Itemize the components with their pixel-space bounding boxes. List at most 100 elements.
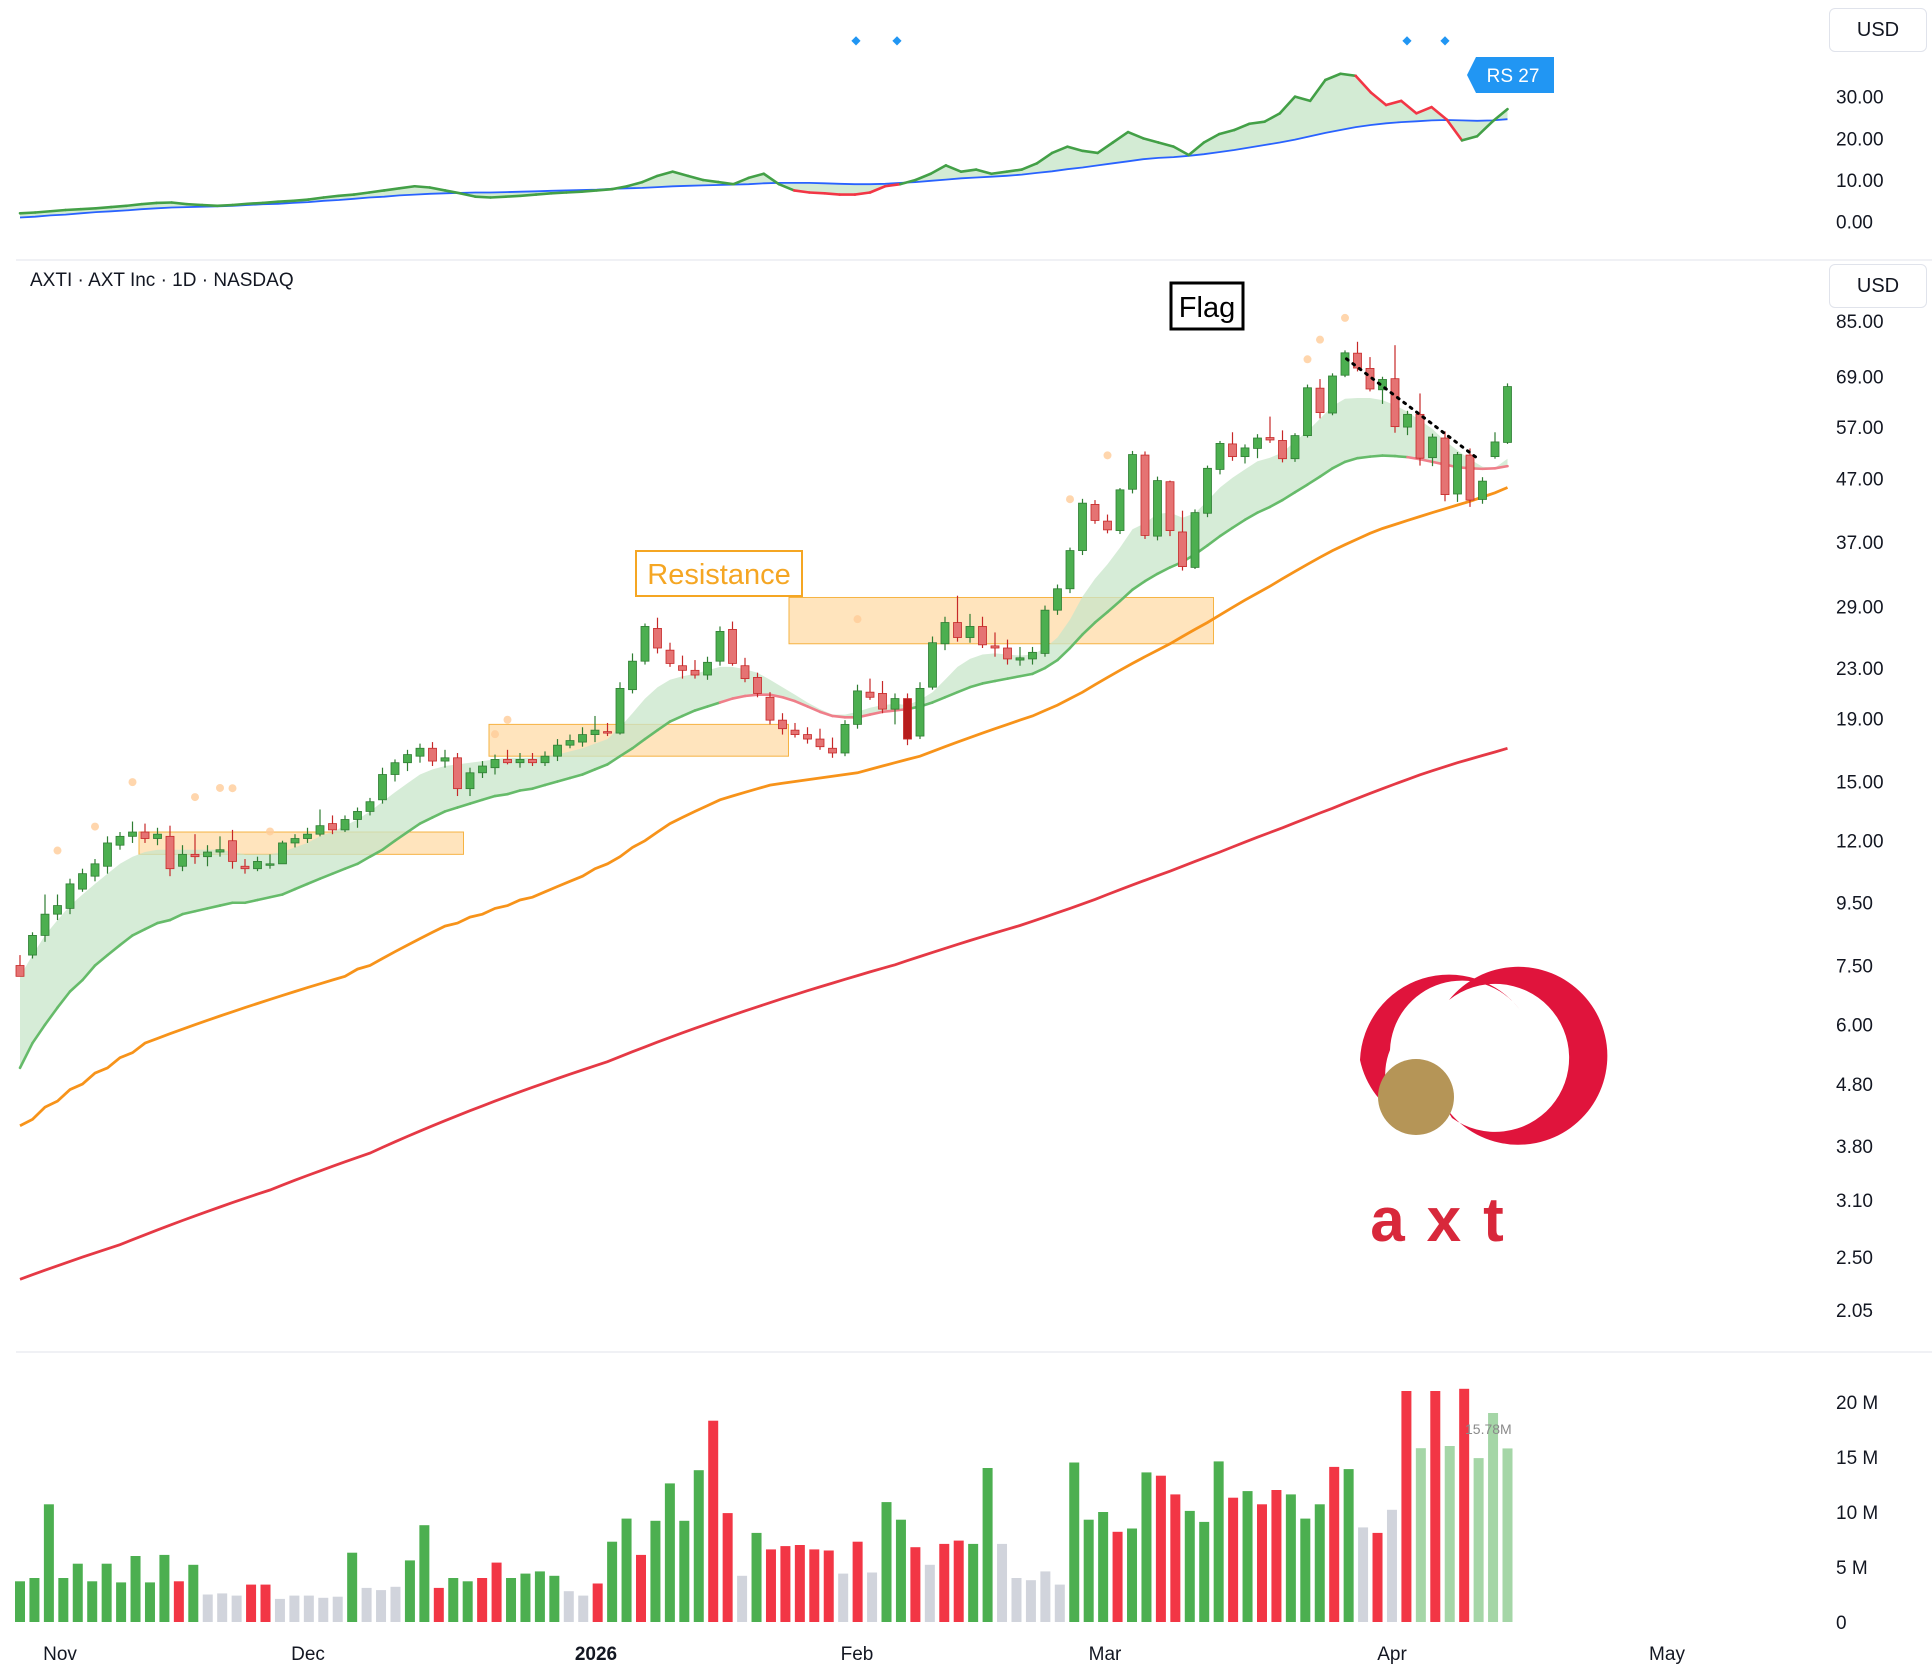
logo-dot — [1378, 1059, 1454, 1135]
resistance-annotation[interactable]: Resistance — [636, 551, 802, 596]
volume-bar — [419, 1525, 429, 1622]
pivot-dot — [91, 823, 99, 831]
candle-body — [1291, 436, 1299, 459]
volume-bar — [665, 1483, 675, 1622]
candle-body — [91, 864, 99, 876]
candle-body — [1441, 438, 1449, 495]
candle-body — [579, 735, 587, 743]
candle-body — [141, 832, 149, 839]
candle-body — [1004, 648, 1012, 659]
ema-line-segment — [1358, 457, 1371, 459]
candle-body — [454, 758, 462, 789]
volume-bar — [1055, 1585, 1065, 1622]
volume-bar — [882, 1502, 892, 1622]
rs-line-segment — [126, 204, 141, 206]
candle-body — [16, 965, 24, 976]
candle-body — [29, 935, 37, 955]
candle-body — [829, 748, 837, 753]
symbol-title: AXTI · AXT Inc · 1D · NASDAQ — [30, 270, 294, 292]
candle-body — [979, 626, 987, 644]
rs-line-segment — [81, 208, 96, 209]
price-axis-tick: 7.50 — [1836, 956, 1873, 977]
rs-axis-tick: 10.00 — [1836, 171, 1884, 192]
candle-body — [604, 732, 612, 734]
rs-badge-label: RS 27 — [1487, 66, 1540, 87]
rs-badge: RS 27 — [1467, 57, 1554, 93]
candle-body — [366, 802, 374, 812]
volume-bar — [1416, 1448, 1426, 1622]
volume-bar — [737, 1576, 747, 1622]
currency-badge-main[interactable]: USD — [1829, 264, 1927, 308]
volume-bar — [275, 1599, 285, 1622]
candle-body — [1066, 551, 1074, 589]
volume-bar — [1474, 1458, 1484, 1622]
logo-text: axt — [1370, 1186, 1526, 1255]
volume-bar — [73, 1564, 83, 1622]
pivot-dot — [54, 847, 62, 855]
volume-bar — [405, 1560, 415, 1622]
candle-body — [1204, 468, 1212, 513]
candle-body — [491, 759, 499, 767]
rs-line-segment — [521, 195, 536, 196]
flag-annotation[interactable]: Flag — [1171, 283, 1243, 329]
candle-body — [841, 724, 849, 753]
candle-body — [691, 670, 699, 675]
volume-bar — [954, 1541, 964, 1622]
candle-body — [616, 688, 624, 733]
currency-badge-top[interactable]: USD — [1829, 8, 1927, 52]
candle-body — [966, 626, 974, 637]
rs-line-segment — [187, 204, 202, 205]
pivot-dot — [854, 615, 862, 623]
rs-line-segment — [111, 206, 126, 207]
volume-bar — [1315, 1504, 1325, 1622]
candle-body — [466, 773, 474, 789]
rs-line-segment — [263, 202, 278, 203]
volume-bar — [261, 1585, 271, 1622]
candle-body — [1154, 481, 1162, 537]
candle-body — [991, 646, 999, 648]
volume-bar — [333, 1597, 343, 1622]
candle-body — [504, 759, 512, 762]
candle-body — [1316, 388, 1324, 412]
candle-body — [1466, 455, 1474, 500]
pivot-dot — [1066, 495, 1074, 503]
candle-body — [54, 906, 62, 915]
price-axis-tick: 12.00 — [1836, 832, 1884, 853]
price-axis-tick: 37.00 — [1836, 533, 1884, 554]
candle-body — [1041, 610, 1049, 653]
volume-bar — [145, 1582, 155, 1622]
candle-body — [1216, 443, 1224, 469]
rs-line-segment — [582, 190, 597, 191]
pivot-dot — [229, 784, 237, 792]
candle-body — [79, 874, 87, 889]
volume-bar — [795, 1545, 805, 1622]
volume-bar — [939, 1544, 949, 1622]
volume-bar — [1344, 1469, 1354, 1622]
volume-bar — [448, 1578, 458, 1622]
ema-line-segment — [1370, 456, 1383, 457]
ema-line-segment — [495, 794, 508, 796]
rs-line-segment — [66, 209, 81, 210]
volume-bar — [318, 1598, 328, 1622]
candle-body — [954, 623, 962, 638]
volume-bar — [131, 1556, 141, 1622]
candle-body — [316, 826, 324, 834]
volume-bar — [752, 1533, 762, 1622]
resistance-zone[interactable] — [789, 597, 1214, 643]
candle-body — [891, 699, 899, 710]
candle-body — [654, 628, 662, 648]
volume-bar — [780, 1546, 790, 1622]
price-axis-tick: 2.50 — [1836, 1248, 1873, 1269]
volume-bar — [289, 1596, 299, 1622]
volume-bar — [1011, 1578, 1021, 1622]
candle-body — [1279, 440, 1287, 458]
ema-line-segment — [745, 695, 758, 696]
volume-bar — [1214, 1461, 1224, 1622]
volume-bar — [116, 1582, 126, 1622]
candle-body — [641, 626, 649, 661]
candle-body — [154, 834, 162, 838]
candle-body — [679, 666, 687, 671]
candle-body — [479, 766, 487, 773]
